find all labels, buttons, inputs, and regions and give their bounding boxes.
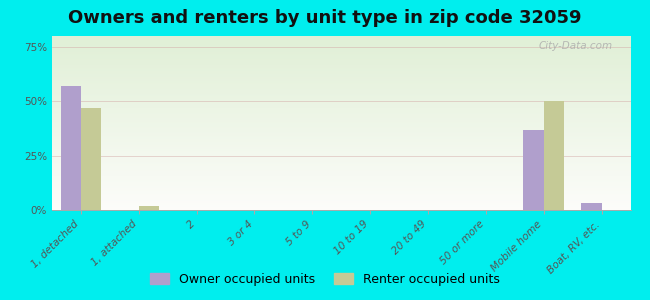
Bar	[581, 203, 601, 210]
Bar	[523, 130, 543, 210]
Bar	[543, 101, 564, 210]
Legend: Owner occupied units, Renter occupied units: Owner occupied units, Renter occupied un…	[146, 268, 504, 291]
Bar	[60, 86, 81, 210]
Bar	[139, 206, 159, 210]
Text: City-Data.com: City-Data.com	[539, 41, 613, 51]
Bar	[81, 108, 101, 210]
Text: Owners and renters by unit type in zip code 32059: Owners and renters by unit type in zip c…	[68, 9, 582, 27]
